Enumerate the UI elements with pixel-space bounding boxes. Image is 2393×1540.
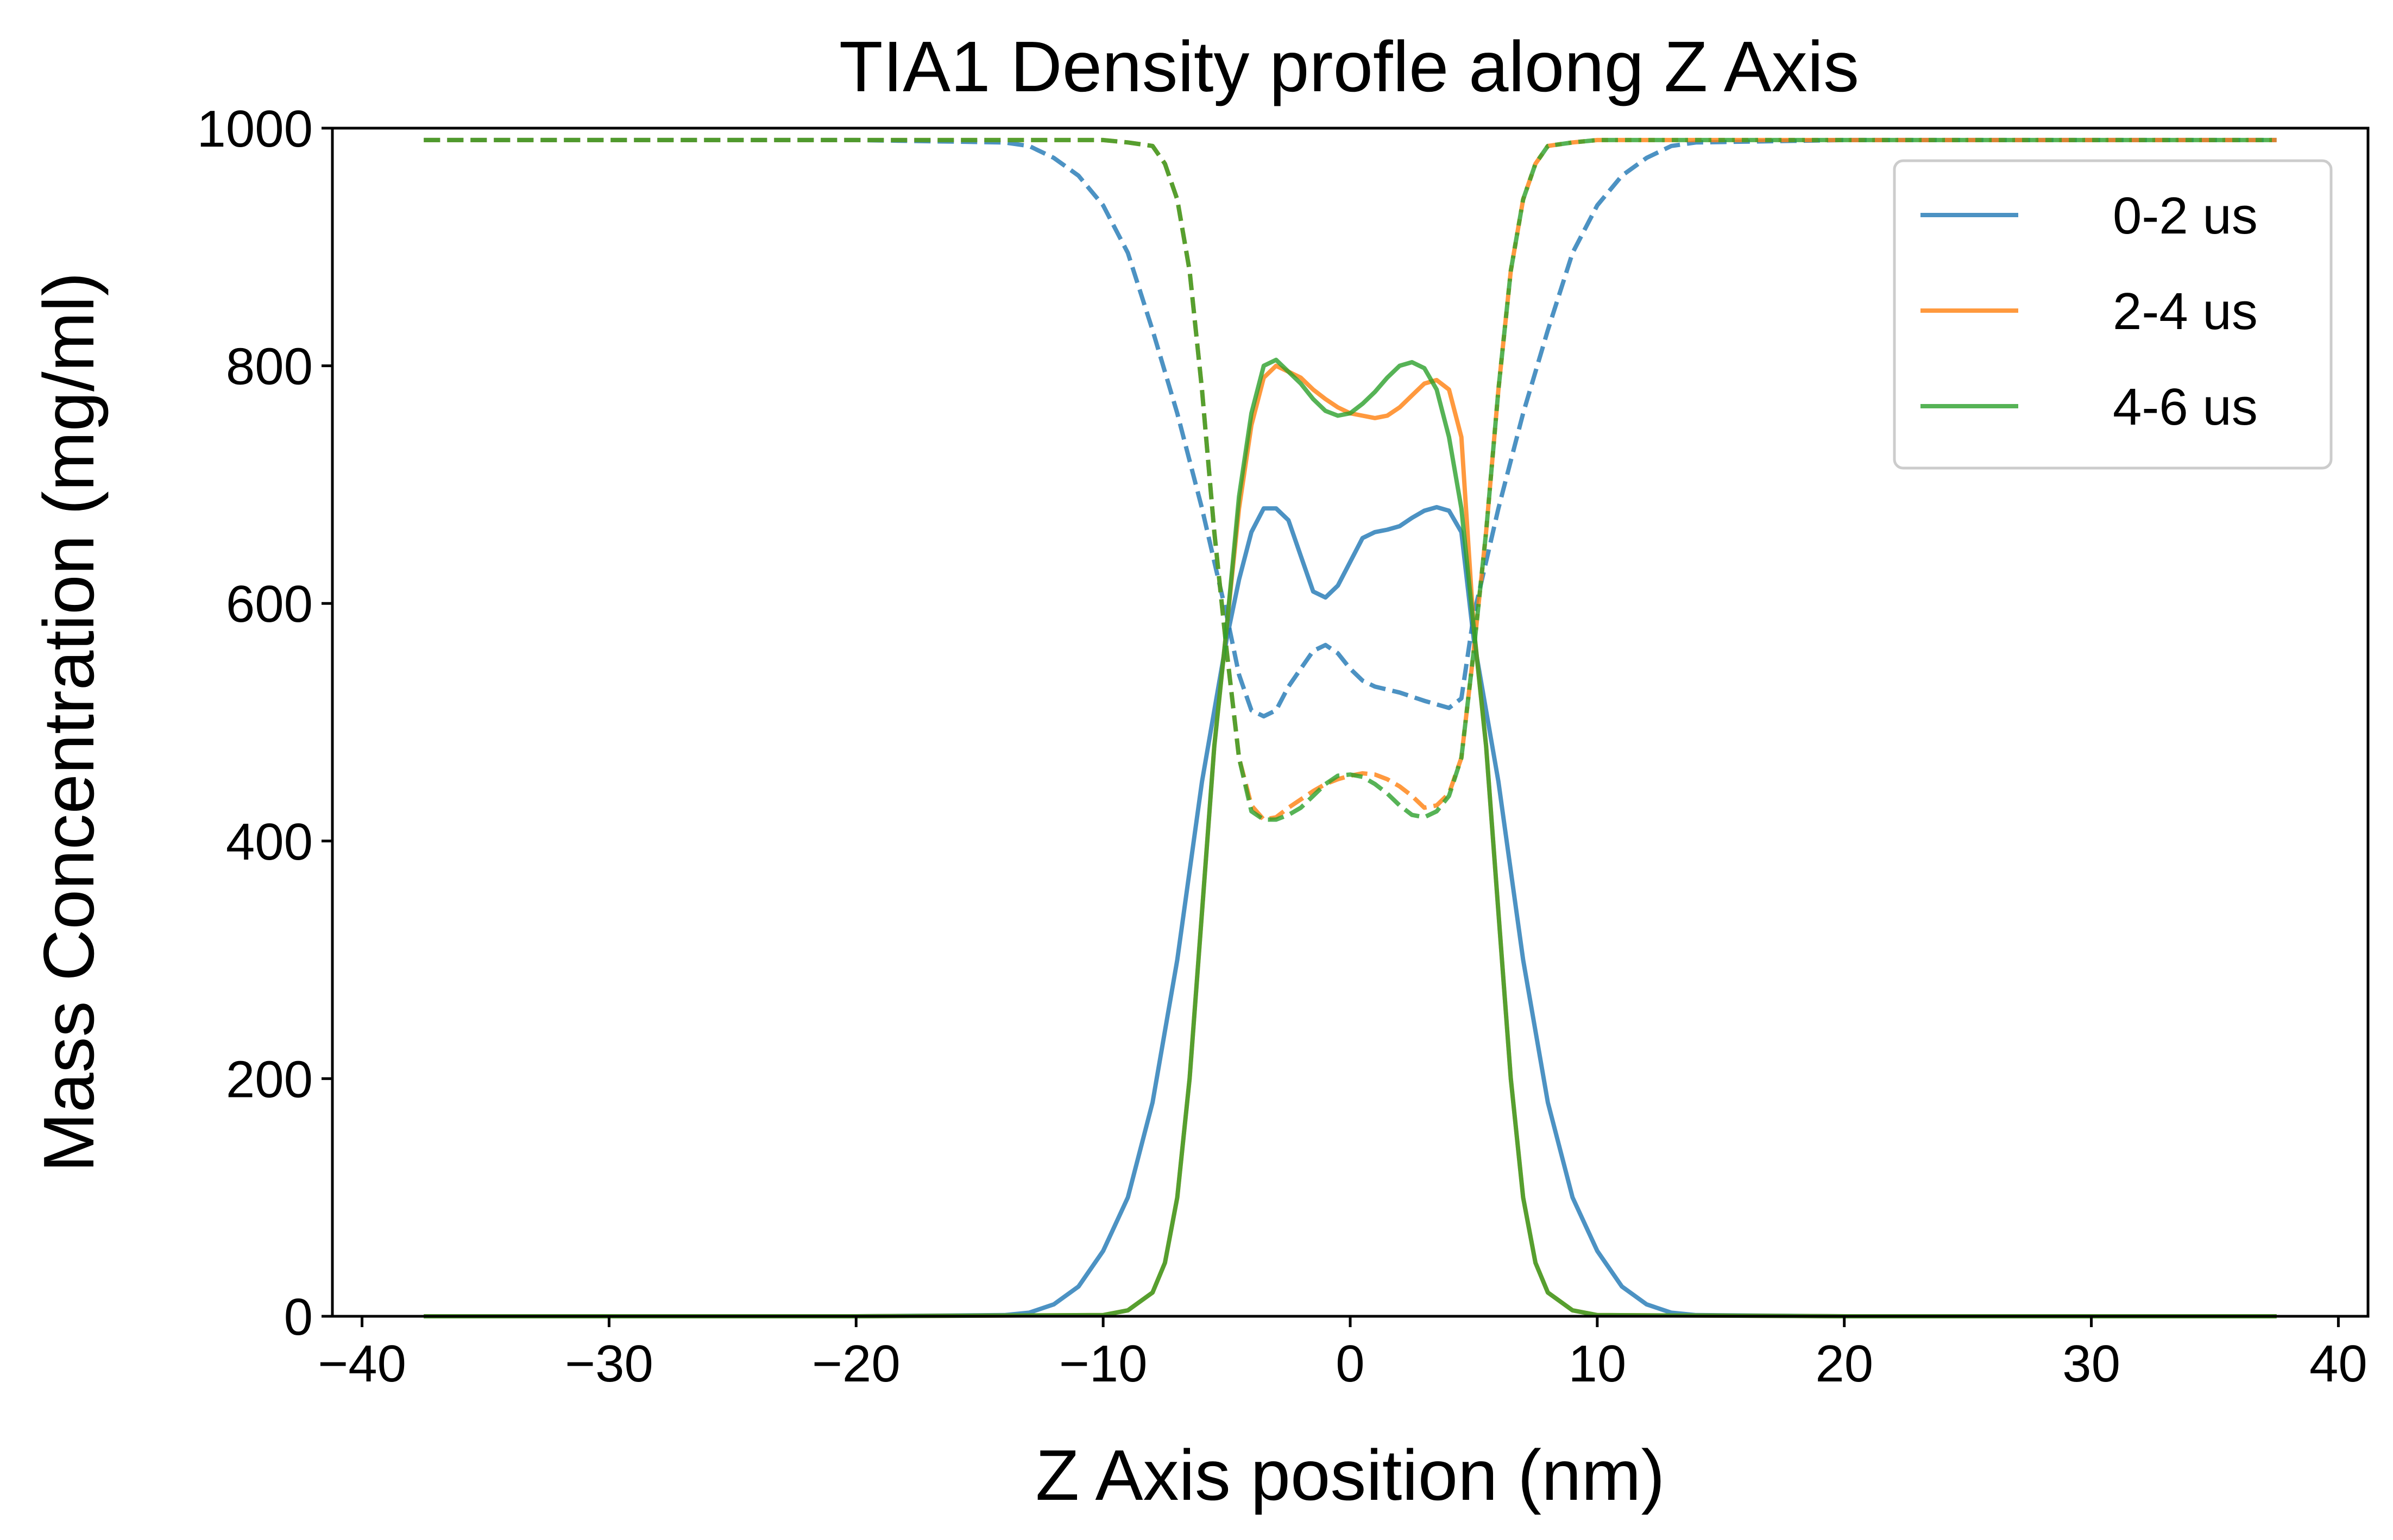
x-axis-title: Z Axis position (nm): [1036, 1435, 1665, 1515]
legend: 0-2 us 2-4 us 4-6 us: [1893, 159, 2333, 470]
y-tick-label: 0: [284, 1288, 313, 1346]
y-tick-label: 400: [226, 813, 313, 871]
series-line-1-dashed: [424, 137, 2277, 719]
x-axis: −40 −30 −20 −10 0 10 20 30 40: [318, 1316, 2367, 1393]
y-axis: 0 200 400 600 800 1000: [197, 100, 332, 1346]
series-line-4-solid: [424, 357, 2277, 1318]
y-tick-label: 800: [226, 338, 313, 396]
x-tick-label: 10: [1568, 1335, 1626, 1393]
legend-frame: [1893, 159, 2333, 470]
y-tick-label: 600: [226, 575, 313, 633]
x-tick-label: −30: [565, 1335, 653, 1393]
legend-label: 2-4 us: [2113, 282, 2258, 340]
chart-title: TIA1 Density profle along Z Axis: [839, 27, 1859, 106]
x-tick-label: 40: [2309, 1335, 2367, 1393]
x-tick-label: −40: [318, 1335, 406, 1393]
x-tick-label: 0: [1336, 1335, 1364, 1393]
x-tick-label: −20: [812, 1335, 900, 1393]
legend-label: 0-2 us: [2113, 187, 2258, 245]
x-tick-label: 30: [2062, 1335, 2120, 1393]
y-axis-title: Mass Concentration (mg/ml): [29, 272, 109, 1172]
y-tick-label: 200: [226, 1050, 313, 1108]
legend-label: 4-6 us: [2113, 378, 2258, 436]
x-tick-label: −10: [1059, 1335, 1148, 1393]
series-line-5-dashed: [424, 137, 2277, 822]
y-tick-label: 1000: [197, 100, 313, 158]
series-line-0-solid: [424, 505, 2277, 1318]
x-tick-label: 20: [1815, 1335, 1873, 1393]
series-layer: [424, 137, 2277, 1318]
